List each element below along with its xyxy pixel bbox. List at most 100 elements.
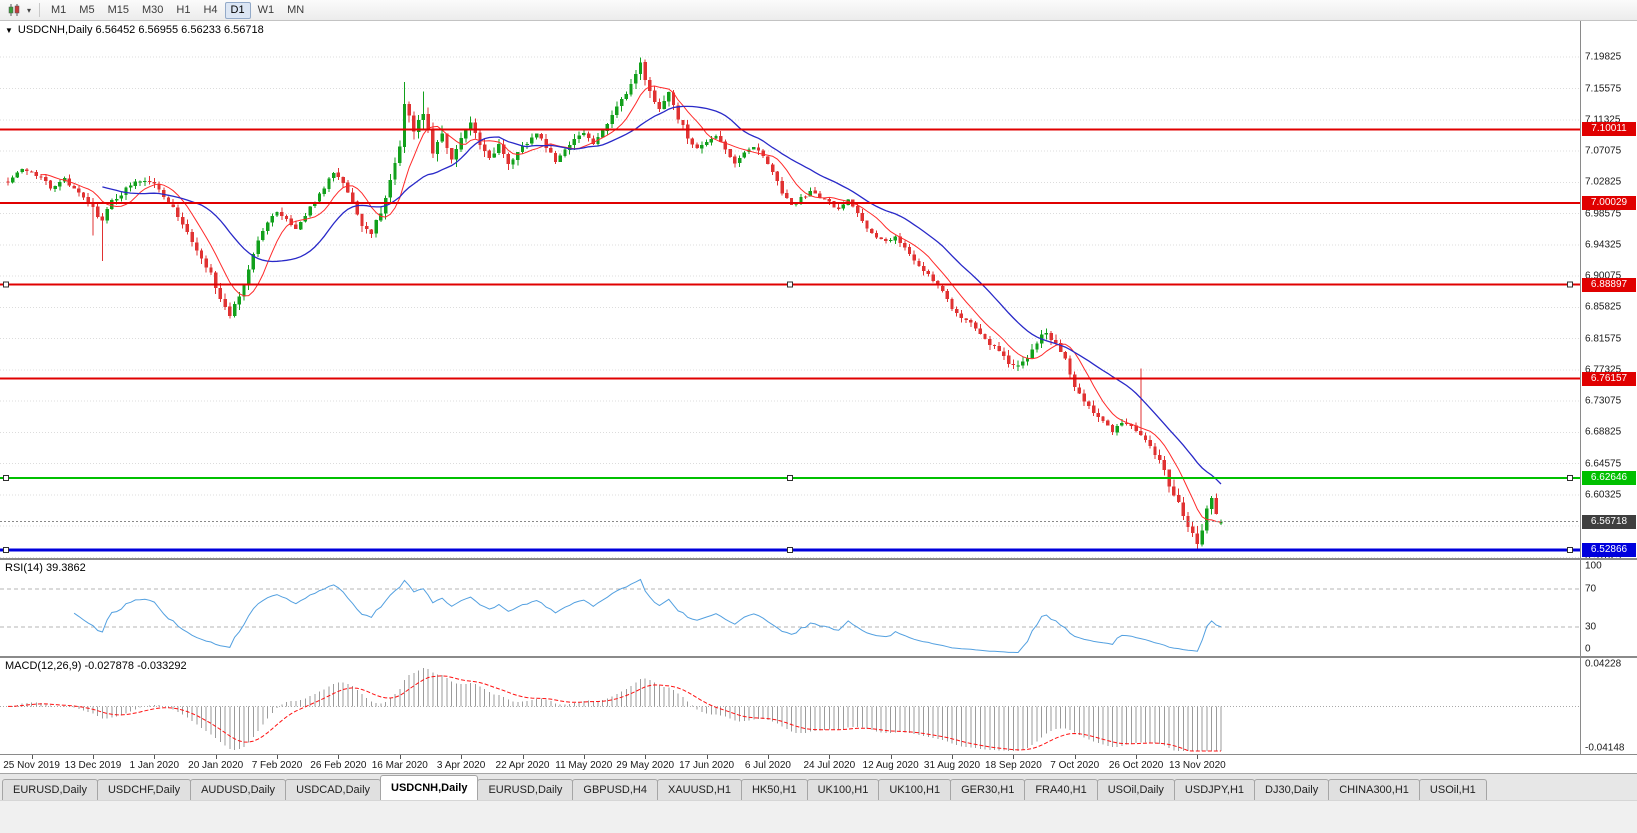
rsi-plot[interactable]: RSI(14) 39.3862 [0,560,1580,656]
symbol-tab[interactable]: USOil,H1 [1418,779,1487,800]
symbol-tab[interactable]: EURUSD,Daily [2,779,98,800]
timeframe-button-m30[interactable]: M30 [141,4,164,16]
chart-title: ▼ USDCNH,Daily 6.56452 6.56955 6.56233 6… [5,24,264,36]
symbol-tab[interactable]: EURUSD,Daily [477,779,574,800]
price-axis[interactable]: 7.19825 7.15575 7.11325 7.07075 7.02825 6.985… [1580,21,1637,558]
candlestick-chart-icon[interactable] [4,1,24,19]
timeframe-button-d1[interactable]: D1 [224,1,251,19]
price-line-tag: 6.88897 [1582,277,1636,292]
price-axis-label: 7.15575 [1585,83,1622,94]
price-axis-label: 6.64575 [1585,458,1622,470]
price-line-tag: 6.62646 [1582,470,1636,485]
date-axis-label: 18 Sep 2020 [985,760,1042,771]
timeframe-button-h1[interactable]: H1 [176,4,191,16]
symbol-tab-active[interactable]: USDCNH,Daily [380,775,479,800]
symbol-tab[interactable]: USOil,Daily [1096,779,1175,800]
price-axis-label: 7.19825 [1585,51,1622,63]
rsi-axis-label: 0 [1585,643,1591,655]
date-tick [215,755,217,759]
price-chart-plot[interactable]: ▼ USDCNH,Daily 6.56452 6.56955 6.56233 6… [0,21,1580,558]
date-axis[interactable]: 25 Nov 2019 13 Dec 2019 1 Jan 2020 20 Jan 2… [0,754,1637,773]
symbol-tab[interactable]: CHINA300,H1 [1328,779,1420,800]
chart-window: ▼ USDCNH,Daily 6.56452 6.56955 6.56233 6… [0,21,1637,773]
chart-title-text: USDCNH,Daily 6.56452 6.56955 6.56233 6.5… [17,24,264,36]
symbol-tab[interactable]: HK50,H1 [740,779,808,800]
rsi-axis-label: 70 [1585,583,1597,595]
date-tick [1013,755,1015,759]
timeframe-button-m1[interactable]: M1 [51,4,67,16]
date-axis-label: 13 Dec 2019 [64,760,122,771]
price-axis-label: 7.02825 [1585,176,1622,188]
rsi-pane: RSI(14) 39.3862 100 70 30 0 [0,560,1637,656]
date-axis-label: 6 Jul 2020 [744,760,791,771]
current-price-tag: 6.56718 [1582,514,1636,529]
macd-pane: MACD(12,26,9) -0.027878 -0.033292 0.0422… [0,658,1637,754]
date-tick [583,755,585,759]
symbol-tab[interactable]: GER30,H1 [950,779,1026,800]
date-tick [31,755,33,759]
symbol-tab[interactable]: USDCHF,Daily [96,779,192,800]
symbol-tab[interactable]: AUDUSD,Daily [190,779,287,800]
price-axis-label: 6.81575 [1585,333,1622,345]
price-axis-label: 6.60325 [1585,489,1622,501]
date-axis-label: 31 Aug 2020 [923,760,981,771]
timeframe-button-w1[interactable]: W1 [257,4,275,16]
date-tick [461,755,463,759]
date-tick [1136,755,1138,759]
date-axis-label: 16 Mar 2020 [371,760,428,771]
date-axis-label: 13 Nov 2020 [1169,760,1226,771]
timeframe-button-h4[interactable]: H4 [203,4,218,16]
symbol-tab[interactable]: XAUUSD,H1 [656,779,742,800]
date-tick [93,755,94,759]
symbol-tab[interactable]: UK100,H1 [878,779,952,800]
date-tick [890,755,892,759]
timeframe-button-m5[interactable]: M5 [79,4,95,16]
symbol-tab[interactable]: USDJPY,H1 [1173,779,1256,800]
date-axis-label: 26 Oct 2020 [1108,760,1164,771]
macd-axis-label: 0.04228 [1585,658,1622,670]
one-click-trading-icon[interactable]: ▼ [5,25,13,35]
timeframe-button-m15[interactable]: M15 [107,4,129,16]
price-line-tag: 6.76157 [1582,371,1636,386]
rsi-axis-label: 30 [1585,621,1597,633]
date-tick [706,755,708,759]
symbol-tab[interactable]: GBPUSD,H4 [572,779,658,800]
macd-label: MACD(12,26,9) -0.027878 -0.033292 [5,660,187,672]
date-tick [1074,755,1076,759]
symbol-tab[interactable]: USDCAD,Daily [285,779,382,800]
rsi-axis-label: 100 [1585,560,1602,572]
macd-axis[interactable]: 0.04228 -0.04148 [1580,658,1637,754]
date-tick [522,755,524,759]
toolbar-separator [39,3,40,17]
date-axis-label: 20 Jan 2020 [188,760,244,771]
price-axis-label: 6.94325 [1585,239,1622,251]
price-line-tag: 6.52866 [1582,542,1636,557]
date-tick [829,755,831,759]
price-axis-label: 6.73075 [1585,395,1622,407]
pane-separator[interactable] [0,558,1637,560]
date-tick [154,755,156,759]
symbol-tab[interactable]: DJ30,Daily [1254,779,1330,800]
price-line-tag: 7.10011 [1582,122,1636,137]
date-axis-label: 29 May 2020 [616,760,675,771]
price-axis-label: 6.68825 [1585,426,1622,438]
date-tick [952,755,953,759]
date-tick [277,755,278,759]
symbol-tab[interactable]: FRA40,H1 [1024,779,1098,800]
macd-plot[interactable]: MACD(12,26,9) -0.027878 -0.033292 [0,658,1580,754]
timeframe-button-mn[interactable]: MN [287,4,305,16]
price-axis-label: 6.90075 [1585,270,1622,282]
macd-axis-label: -0.04148 [1585,742,1625,754]
rsi-label: RSI(14) 39.3862 [5,562,86,574]
rsi-axis[interactable]: 100 70 30 0 [1580,560,1637,656]
pane-separator[interactable] [0,656,1637,658]
chart-type-dropdown-icon[interactable]: ▾ [26,5,31,15]
date-axis-label: 24 Jul 2020 [803,760,856,771]
date-tick [338,755,340,759]
symbol-tab[interactable]: UK100,H1 [806,779,880,800]
date-axis-label: 3 Apr 2020 [436,760,486,771]
date-axis-label: 11 May 2020 [555,760,613,771]
status-strip [0,800,1637,833]
timeframe-toolbar: ▾ M1 M5 M15 M30 H1 H4 D1 W1 MN [0,0,1637,21]
